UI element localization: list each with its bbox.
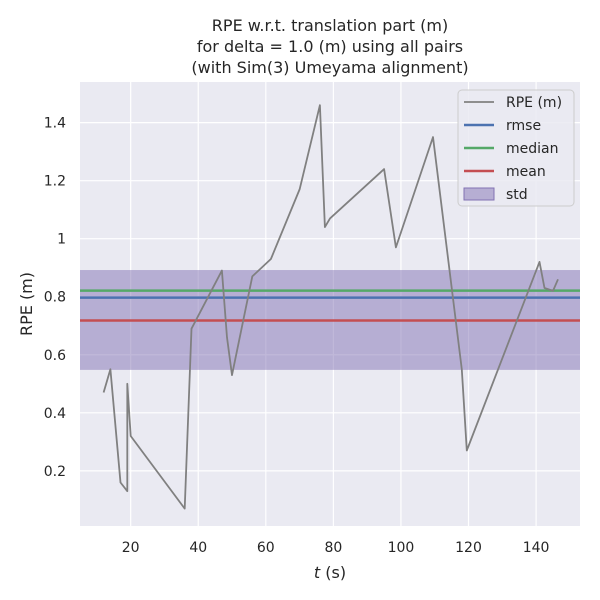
legend: RPE (m) rmse median mean std [457, 89, 575, 207]
legend-label: median [506, 141, 558, 157]
x-axis-label-unit: (s) [320, 563, 346, 582]
legend-label: std [506, 187, 528, 203]
x-tick-label: 20 [122, 540, 140, 556]
x-tick-label: 100 [388, 540, 415, 556]
tick-labels: 20 40 60 80 100 120 140 0.2 0.4 0.6 0.8 1 1.2 1.4 [44, 116, 550, 556]
y-tick-label: 0.6 [44, 348, 66, 364]
x-axis-label-symbol: t [314, 563, 321, 582]
legend-label: mean [506, 164, 546, 180]
statistic-lines [80, 289, 580, 322]
y-tick-label: 1.2 [44, 174, 66, 190]
y-tick-label: 1.4 [44, 116, 66, 132]
chart-title: RPE w.r.t. translation part (m) for delt… [191, 16, 468, 77]
legend-swatch [463, 187, 495, 201]
legend-frame [457, 89, 575, 207]
chart-title-line-2: for delta = 1.0 (m) using all pairs [197, 37, 463, 56]
y-tick-label: 1 [57, 232, 66, 248]
chart-title-line-3: (with Sim(3) Umeyama alignment) [191, 58, 468, 77]
x-tick-label: 40 [189, 540, 207, 556]
y-axis-label: RPE (m) [17, 272, 36, 336]
y-tick-label: 0.8 [44, 290, 66, 306]
rpe-series-line [102, 104, 559, 510]
x-tick-label: 80 [324, 540, 342, 556]
x-tick-label: 60 [257, 540, 275, 556]
series-lines [102, 104, 559, 510]
x-tick-label: 120 [455, 540, 482, 556]
y-tick-label: 0.4 [44, 406, 66, 422]
x-tick-label: 140 [523, 540, 550, 556]
x-axis-label: t (s) [314, 563, 346, 582]
y-tick-label: 0.2 [44, 464, 66, 480]
chart-title-line-1: RPE w.r.t. translation part (m) [212, 16, 448, 35]
legend-label: rmse [506, 118, 541, 134]
legend-label: RPE (m) [506, 95, 562, 111]
